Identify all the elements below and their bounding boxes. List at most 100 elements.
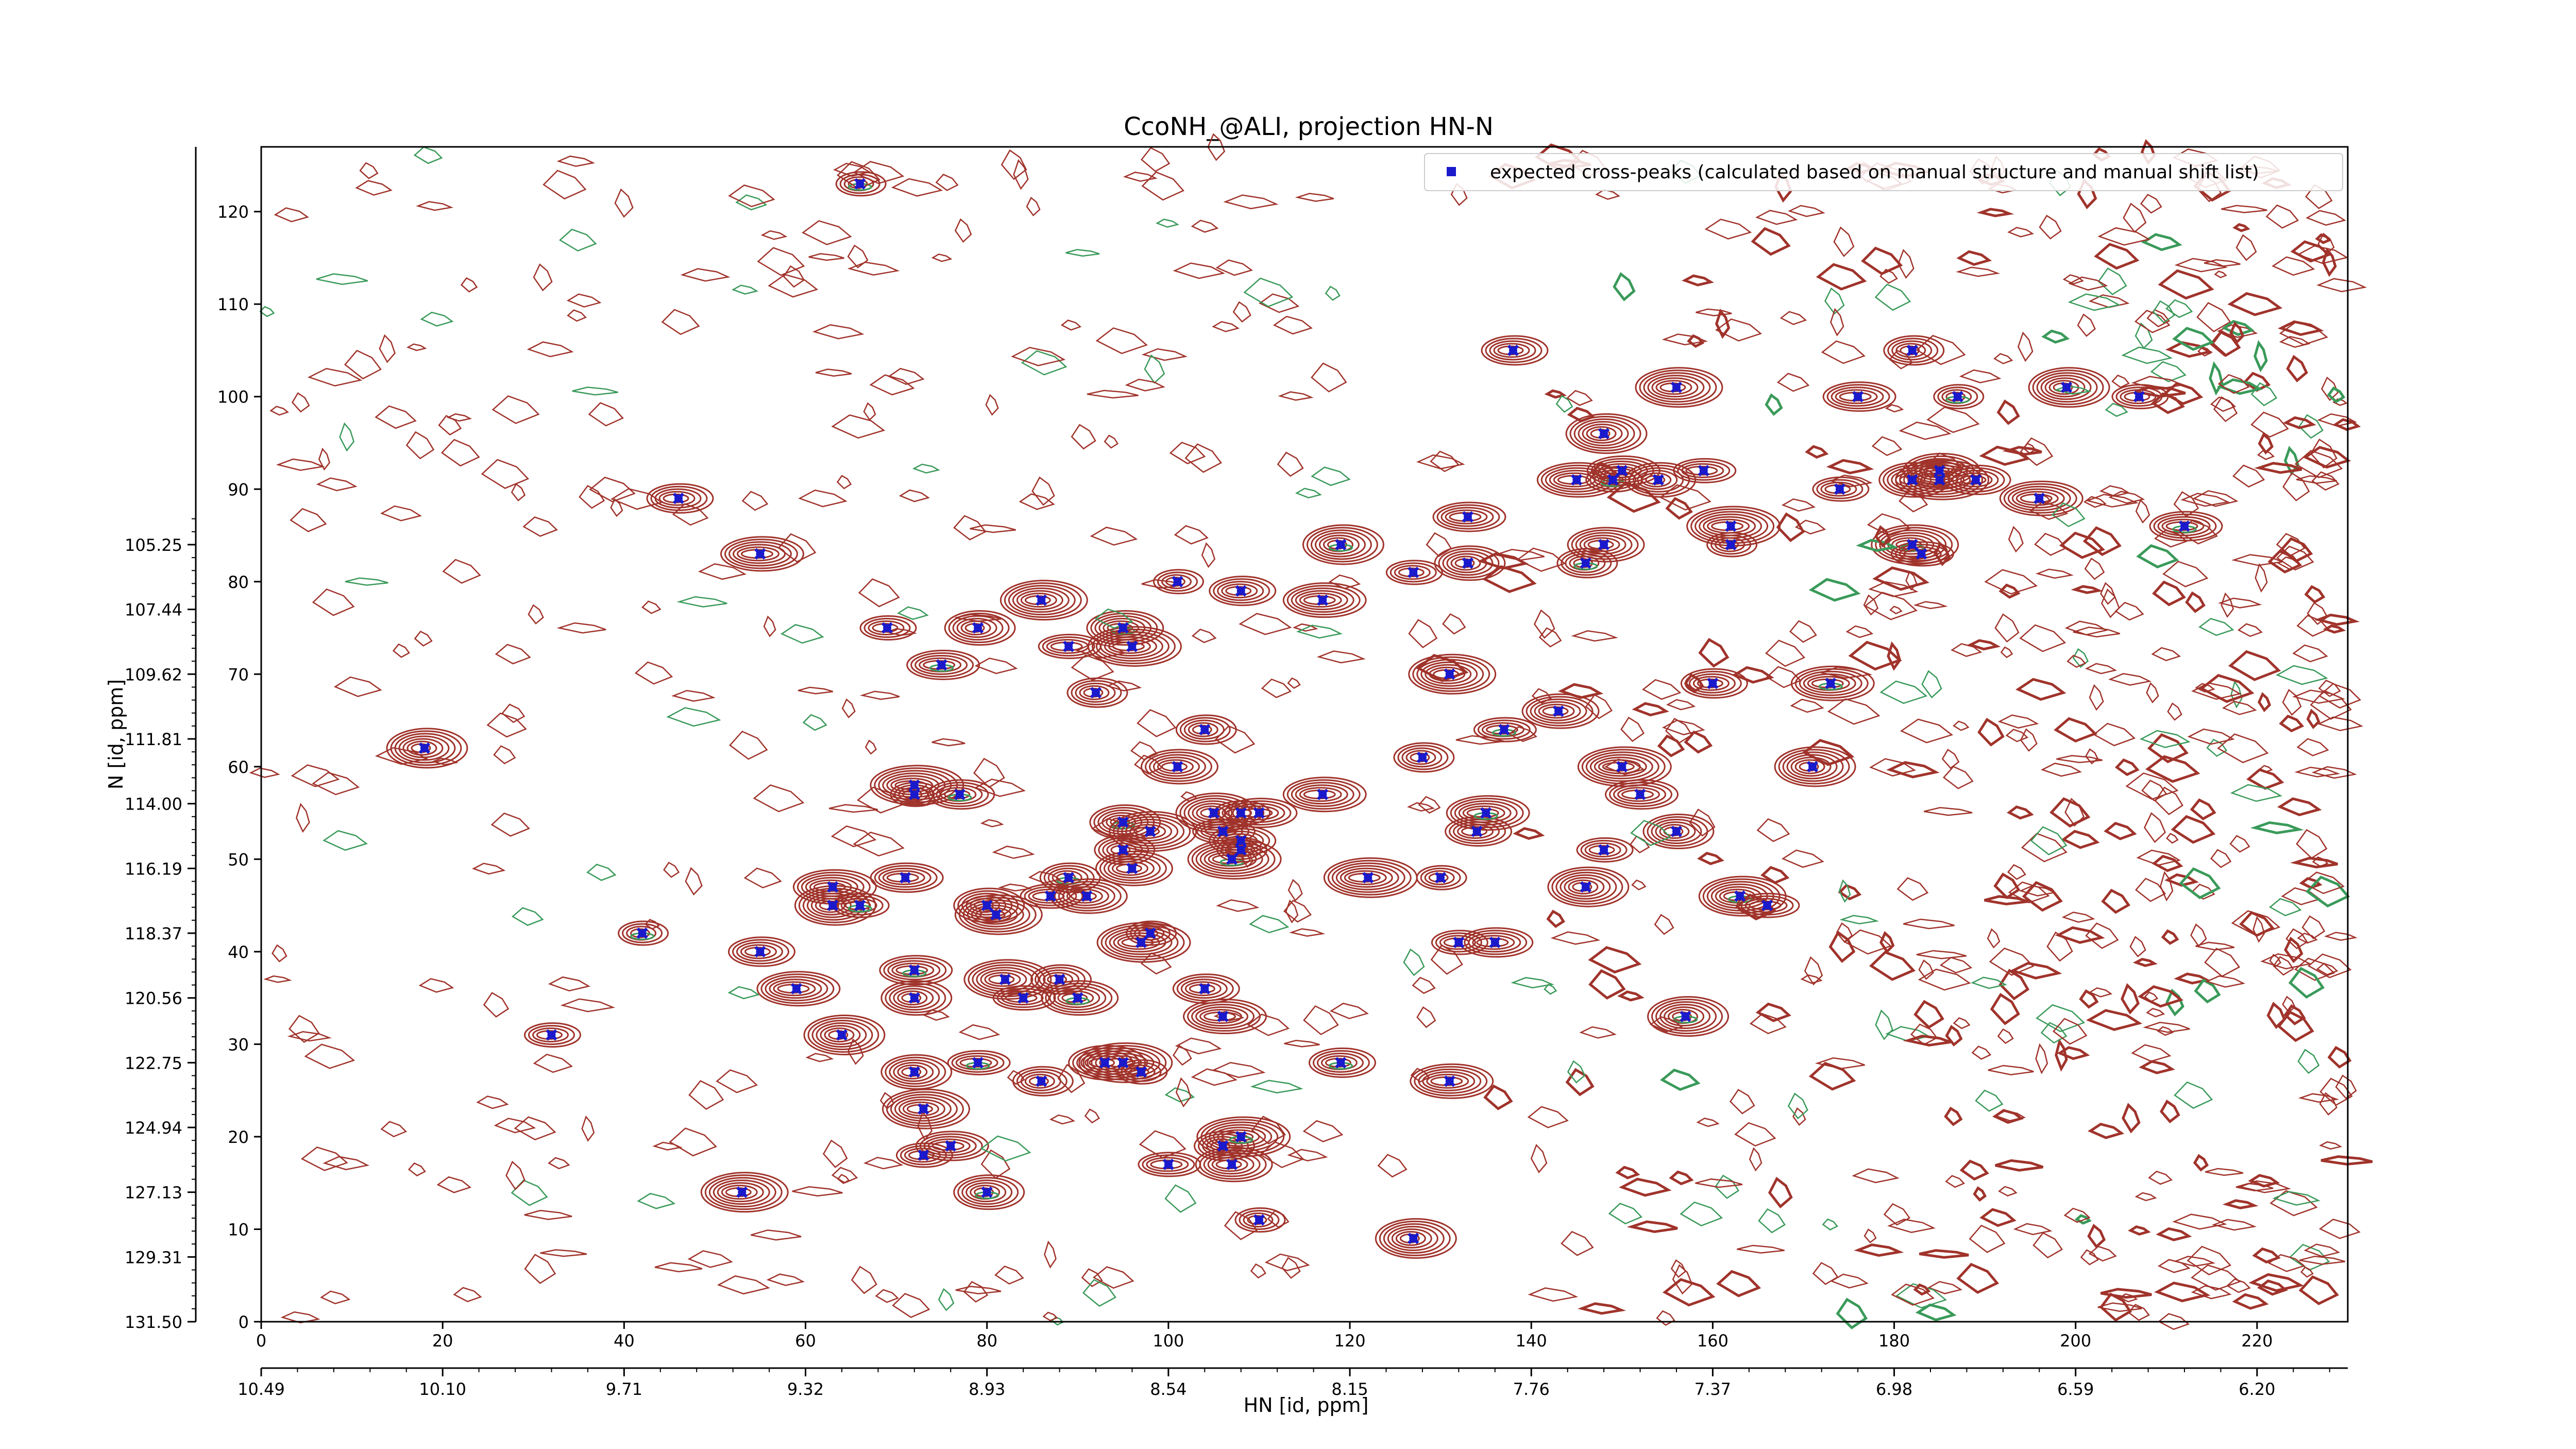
contour-ring	[1243, 1212, 1274, 1228]
noise-contour	[1788, 205, 1825, 217]
noise-contour	[290, 508, 327, 532]
noise-contour	[1998, 583, 2021, 599]
y-ppm-tick-label: 105.25	[125, 535, 182, 555]
noise-contour	[1697, 852, 1724, 865]
noise-contour	[1619, 1177, 1672, 1197]
contour-ring	[882, 1088, 970, 1130]
noise-contour	[2196, 302, 2231, 332]
contour-ring	[1191, 1004, 1255, 1030]
expected-cross-peak-dot	[1509, 346, 1517, 355]
x-index-tick-label: 160	[1697, 1331, 1728, 1351]
contour-ring	[1438, 548, 1500, 579]
noise-contour	[2259, 765, 2273, 773]
noise-contour	[2302, 871, 2345, 895]
contour-ring	[1146, 1157, 1189, 1172]
contour-ring	[868, 620, 905, 636]
noise-contour	[1656, 1310, 1675, 1326]
noise-contour	[1838, 879, 1851, 903]
contour-ring	[1176, 976, 1234, 1002]
noise-contour	[2094, 243, 2140, 270]
contour-ring	[727, 936, 795, 967]
contour-ring	[1635, 367, 1723, 408]
expected-cross-peak-dot	[1708, 679, 1717, 688]
contour-ring	[1778, 749, 1850, 785]
noise-contour	[2199, 673, 2255, 703]
noise-contour	[1558, 683, 1604, 699]
peak-contour	[803, 1014, 886, 1055]
contour-ring	[398, 735, 450, 761]
noise-contour	[1824, 287, 1845, 315]
noise-contour	[1998, 1186, 2018, 1197]
noise-contour	[1144, 354, 1165, 384]
noise-contour	[980, 819, 1004, 828]
noise-contour	[1511, 976, 1554, 989]
noise-contour	[980, 1135, 1031, 1161]
noise-contour	[1861, 246, 1903, 276]
noise-contour	[2171, 815, 2216, 844]
expected-cross-peak-dot	[1200, 726, 1209, 734]
expected-cross-peak-dot	[1364, 873, 1372, 882]
noise-contour	[1956, 1262, 1999, 1294]
x-index-axis: 0 20 40 60 80 100 120 140 160 180 200 220	[256, 1322, 2273, 1351]
noise-contour	[1606, 481, 1661, 513]
noise-contour	[680, 268, 731, 282]
contour-ring	[717, 1182, 764, 1203]
noise-contour	[312, 588, 355, 616]
expected-cross-peak-dot	[974, 624, 982, 632]
contour-ring	[975, 907, 1012, 922]
peak-contour	[1140, 749, 1218, 785]
contour-ring	[958, 897, 1037, 933]
expected-cross-peak-dot	[1200, 984, 1209, 993]
noise-contour	[1836, 1298, 1868, 1329]
x-index-tick-label: 200	[2060, 1331, 2091, 1351]
noise-contour	[1565, 1068, 1595, 1097]
contour-ring	[1107, 858, 1155, 879]
noise-contour	[524, 1254, 556, 1284]
noise-contour	[1175, 1037, 1222, 1055]
noise-contour	[2056, 755, 2103, 763]
noise-contour	[2135, 878, 2166, 902]
x-index-tick-label: 20	[432, 1331, 453, 1351]
noise-contour	[304, 1043, 355, 1069]
noise-contour	[2040, 763, 2082, 777]
contour-ring	[1091, 628, 1176, 664]
expected-cross-peak-dot	[1173, 762, 1182, 771]
noise-contour	[2019, 885, 2057, 897]
noise-contour	[1872, 566, 1930, 591]
noise-contour	[1430, 944, 1463, 975]
noise-contour	[2320, 1155, 2373, 1166]
noise-contour	[524, 1209, 572, 1220]
noise-contour	[1530, 1143, 1548, 1173]
noise-contour	[1057, 1064, 1086, 1093]
noise-contour	[1672, 1264, 1693, 1295]
contour-ring	[1191, 841, 1276, 877]
noise-contour	[1737, 1244, 1785, 1254]
noise-contour	[1026, 196, 1041, 216]
noise-contour	[2061, 912, 2095, 923]
noise-contour	[1538, 627, 1562, 648]
noise-contour	[2139, 1060, 2175, 1074]
noise-contour	[540, 1249, 587, 1257]
expected-cross-peak-dot	[992, 911, 1001, 919]
y-ppm-tick-label: 109.62	[125, 665, 182, 684]
contour-ring	[910, 652, 974, 678]
noise-contour	[1816, 263, 1867, 291]
noise-contour	[2127, 1304, 2150, 1321]
contour-ring	[2003, 483, 2077, 514]
expected-cross-peak-dot	[756, 549, 765, 558]
contour-ring	[936, 784, 983, 805]
contour-ring	[1196, 1116, 1291, 1157]
noise-contour	[1641, 679, 1682, 700]
noise-contour	[808, 253, 844, 261]
contour-ring	[1826, 384, 1890, 410]
contour-ring	[1041, 980, 1119, 1016]
contour-ring	[1629, 464, 1690, 495]
noise-contour	[2173, 491, 2199, 517]
noise-contour	[1854, 1243, 1904, 1257]
noise-contour	[1781, 849, 1824, 868]
noise-contour	[333, 676, 382, 697]
noise-contour	[1869, 758, 1916, 777]
noise-contour	[1259, 293, 1300, 313]
expected-cross-peak-dot	[2062, 383, 2071, 392]
expected-cross-peak-dot	[674, 494, 683, 503]
